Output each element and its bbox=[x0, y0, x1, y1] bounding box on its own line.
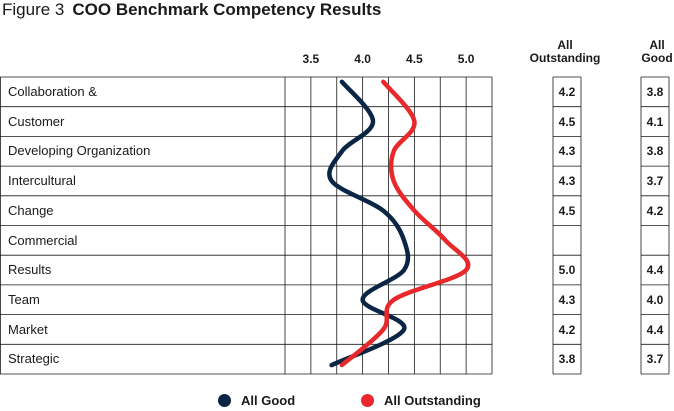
outstanding-header-line1: All bbox=[557, 38, 573, 52]
series-line-all-outstanding bbox=[339, 79, 471, 368]
x-tick-label: 4.0 bbox=[354, 52, 371, 66]
good-column-header: All Good bbox=[632, 39, 674, 65]
outstanding-value: 4.2 bbox=[558, 85, 576, 99]
outstanding-value: 3.8 bbox=[558, 352, 576, 367]
category-label: Change bbox=[8, 202, 54, 218]
legend-item-all-outstanding: All Outstanding bbox=[361, 393, 481, 408]
legend-item-all-good: All Good bbox=[218, 393, 295, 408]
category-label: Customer bbox=[8, 113, 65, 129]
x-tick-label: 4.5 bbox=[406, 52, 423, 66]
legend-swatch bbox=[361, 394, 374, 407]
outstanding-value: 4.5 bbox=[558, 203, 576, 218]
outstanding-value: 4.3 bbox=[558, 144, 576, 159]
outstanding-value: 5.0 bbox=[558, 263, 576, 278]
category-label: Developing Organization bbox=[8, 143, 151, 159]
good-value: 3.8 bbox=[646, 85, 664, 99]
good-value: 3.8 bbox=[646, 144, 664, 159]
legend-swatch bbox=[218, 394, 231, 407]
category-label: Market bbox=[8, 321, 48, 337]
series-line-all-good bbox=[327, 79, 411, 368]
good-value: 4.1 bbox=[646, 114, 664, 129]
outstanding-value: 4.5 bbox=[558, 114, 576, 129]
category-label: Strategic bbox=[8, 351, 60, 367]
category-label: Collaboration & bbox=[8, 84, 97, 99]
good-value: 4.0 bbox=[646, 292, 664, 307]
figure-label: Figure 3 bbox=[2, 0, 65, 19]
category-label: Intercultural bbox=[8, 173, 76, 189]
outstanding-header-line2: Outstanding bbox=[529, 51, 601, 65]
good-header-line2: Good bbox=[641, 51, 673, 65]
good-value: 4.4 bbox=[646, 322, 664, 337]
category-label: Commercial bbox=[8, 232, 78, 248]
good-value: 4.4 bbox=[646, 263, 664, 278]
outstanding-value: 4.3 bbox=[558, 292, 576, 307]
outstanding-column-header: All Outstanding bbox=[520, 39, 610, 65]
x-tick-label: 5.0 bbox=[457, 52, 475, 66]
good-value: 4.2 bbox=[646, 203, 664, 218]
category-label: Results bbox=[8, 262, 52, 278]
category-label: Team bbox=[8, 291, 40, 307]
good-value: 3.7 bbox=[646, 352, 664, 367]
outstanding-value: 4.2 bbox=[558, 322, 576, 337]
outstanding-value: 4.3 bbox=[558, 174, 576, 189]
good-header-line1: All bbox=[649, 38, 665, 52]
good-value: 3.7 bbox=[646, 174, 664, 189]
title-text: COO Benchmark Competency Results bbox=[72, 0, 382, 19]
legend-label: All Outstanding bbox=[384, 393, 481, 408]
chart-title: Figure 3 COO Benchmark Competency Results bbox=[2, 0, 381, 20]
legend-label: All Good bbox=[241, 393, 296, 408]
legend: All Good All Outstanding bbox=[0, 393, 674, 411]
x-tick-label: 3.5 bbox=[302, 52, 320, 66]
